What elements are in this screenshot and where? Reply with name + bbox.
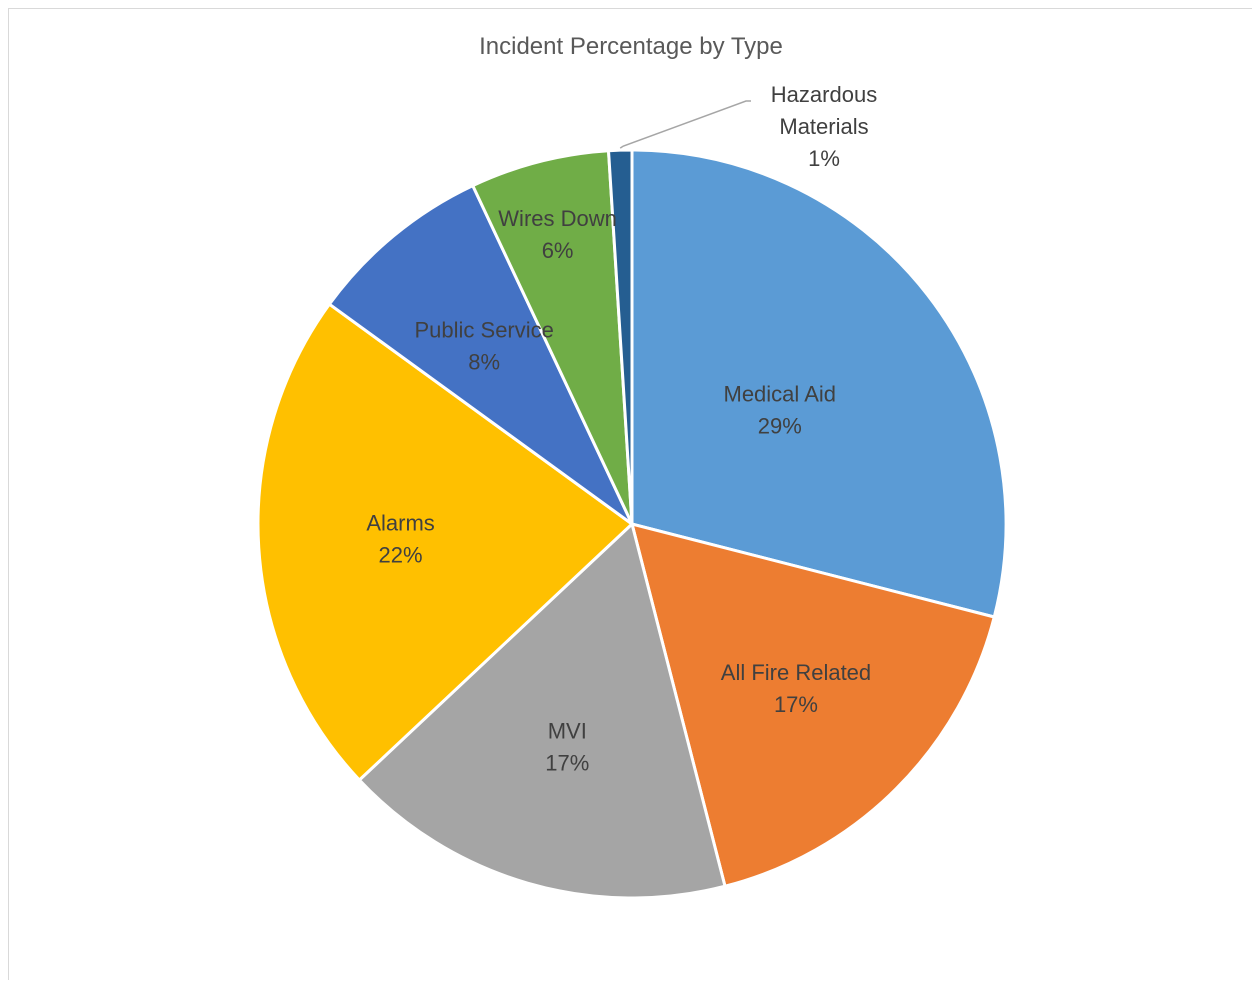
slice-name-label: Medical Aid: [724, 381, 837, 406]
slice-value-label: 17%: [545, 751, 589, 776]
slice-label-alarms: Alarms 22%: [366, 511, 434, 568]
slice-name-label: Materials: [779, 114, 868, 139]
slice-label-wires-down: Wires Down 6%: [498, 206, 617, 263]
slice-label-medical-aid: Medical Aid 29%: [724, 381, 837, 438]
slice-labels: Medical Aid 29%All Fire Related 17%MVI 17%A…: [366, 82, 877, 776]
slice-value-label: 29%: [758, 413, 802, 438]
slice-name-label: MVI: [548, 719, 587, 744]
slice-value-label: 17%: [774, 692, 818, 717]
chart-area: Incident Percentage by Type Medical Aid 2…: [8, 8, 1252, 980]
slice-name-label: All Fire Related: [721, 660, 871, 685]
slice-value-label: 22%: [379, 543, 423, 568]
pie-chart: Incident Percentage by Type Medical Aid 2…: [256, 33, 1008, 900]
slice-value-label: 6%: [542, 238, 574, 263]
pie-slice-hazardous-materials: [607, 148, 634, 526]
slice-label-hazardous-materials: Hazardous Materials 1%: [771, 82, 877, 171]
chart-title: Incident Percentage by Type: [479, 33, 783, 60]
pie-slice-wires-down: [471, 149, 634, 526]
pie-slice-public-service: [327, 184, 634, 526]
slice-name-label: Alarms: [366, 511, 434, 536]
slice-value-label: 1%: [808, 146, 840, 171]
slice-value-label: 8%: [468, 349, 500, 374]
leader-lines: [619, 100, 751, 149]
pie-slice-medical-aid: [630, 148, 1008, 619]
slice-label-all-fire-related: All Fire Related 17%: [721, 660, 871, 717]
pie-slices: [256, 148, 1008, 900]
slice-name-label: Public Service: [414, 317, 553, 342]
slice-label-mvi: MVI 17%: [545, 719, 589, 776]
slice-name-label: Hazardous: [771, 82, 877, 107]
leader-line-hazardous-materials: [619, 100, 751, 149]
slice-name-label: Wires Down: [498, 206, 617, 231]
pie-slice-all-fire-related: [630, 522, 996, 888]
pie-slice-mvi: [357, 522, 727, 900]
pie-slice-alarms: [256, 302, 634, 782]
slice-label-public-service: Public Service 8%: [414, 317, 553, 374]
